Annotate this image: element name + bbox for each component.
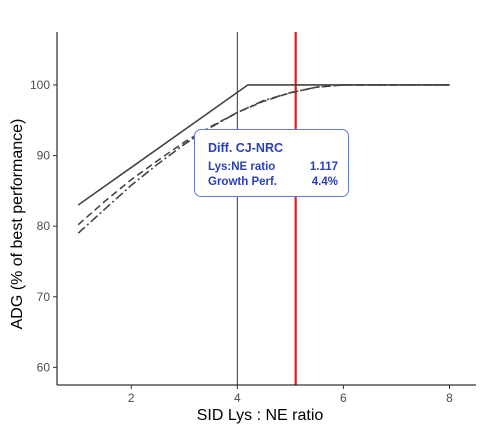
info-value-lys-ne: 1.117	[309, 161, 338, 173]
y-axis-title: ADG (% of best performance)	[9, 119, 26, 330]
info-label-lys-ne: Lys:NE ratio	[208, 161, 276, 173]
y-tick-label: 80	[37, 219, 51, 233]
y-tick-label: 100	[30, 78, 50, 92]
plot-lines	[77, 32, 450, 385]
difference-info-box: Diff. CJ-NRC Lys:NE ratio 1.117 Growth P…	[194, 129, 349, 197]
info-box-title: Diff. CJ-NRC	[208, 141, 283, 155]
x-tick-label: 2	[128, 391, 135, 405]
series-dashed-line	[77, 84, 450, 226]
x-tick-label: 8	[446, 391, 453, 405]
x-tick-label: 6	[340, 391, 347, 405]
info-row-lys-ne: Lys:NE ratio 1.117	[208, 160, 338, 175]
y-tick-label: 60	[37, 360, 51, 374]
x-tick-label: 4	[234, 391, 241, 405]
info-row-growth: Growth Perf. 4.4%	[208, 175, 338, 190]
info-label-growth: Growth Perf.	[208, 176, 278, 188]
x-axis-title: SID Lys : NE ratio	[197, 407, 324, 424]
info-value-growth: 4.4%	[311, 176, 338, 188]
y-tick-label: 90	[37, 149, 51, 163]
y-tick-label: 70	[37, 290, 51, 304]
axes: 2 4 6 8 60 70 80 90 100	[30, 32, 476, 405]
